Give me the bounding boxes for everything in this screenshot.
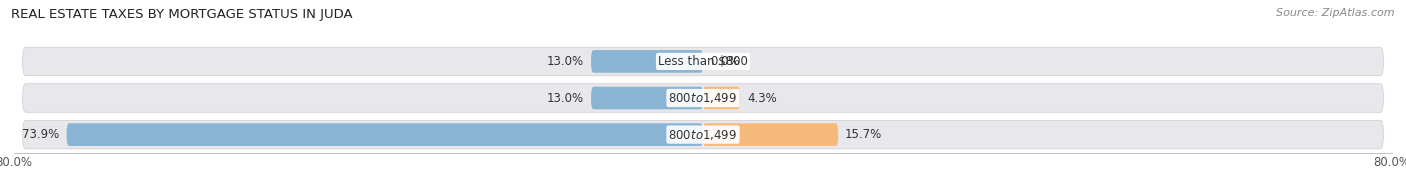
Text: Source: ZipAtlas.com: Source: ZipAtlas.com <box>1277 8 1395 18</box>
Text: 4.3%: 4.3% <box>747 92 776 104</box>
Text: $800 to $1,499: $800 to $1,499 <box>668 91 738 105</box>
Text: REAL ESTATE TAXES BY MORTGAGE STATUS IN JUDA: REAL ESTATE TAXES BY MORTGAGE STATUS IN … <box>11 8 353 21</box>
Text: 15.7%: 15.7% <box>845 128 883 141</box>
Text: 13.0%: 13.0% <box>547 55 583 68</box>
Text: Less than $800: Less than $800 <box>658 55 748 68</box>
Text: $800 to $1,499: $800 to $1,499 <box>668 128 738 142</box>
Text: 73.9%: 73.9% <box>22 128 59 141</box>
FancyBboxPatch shape <box>591 50 703 73</box>
Text: 13.0%: 13.0% <box>547 92 583 104</box>
FancyBboxPatch shape <box>66 123 703 146</box>
FancyBboxPatch shape <box>22 120 1384 149</box>
FancyBboxPatch shape <box>703 123 838 146</box>
FancyBboxPatch shape <box>22 84 1384 112</box>
FancyBboxPatch shape <box>591 87 703 109</box>
FancyBboxPatch shape <box>703 87 740 109</box>
Text: 0.0%: 0.0% <box>710 55 740 68</box>
FancyBboxPatch shape <box>22 47 1384 76</box>
